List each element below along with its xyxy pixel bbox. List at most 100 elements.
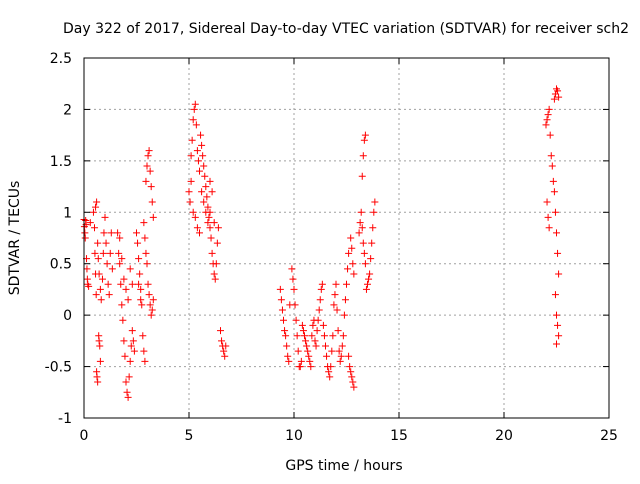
data-point [283, 342, 291, 350]
data-point [544, 213, 552, 221]
data-point [146, 301, 154, 309]
data-point [123, 388, 131, 396]
data-point [94, 255, 102, 263]
data-point [105, 291, 113, 299]
data-point [306, 357, 314, 365]
data-point [290, 285, 298, 293]
data-point [138, 301, 146, 309]
data-point [555, 332, 563, 340]
data-point [120, 275, 128, 283]
data-point [92, 203, 100, 211]
data-point [202, 183, 210, 191]
y-axis-label: SDTVAR / TECUs [7, 181, 23, 296]
data-point [312, 342, 320, 350]
y-tick-label: 2.5 [50, 51, 72, 67]
data-point [114, 229, 122, 237]
data-point [348, 373, 356, 381]
data-point [333, 306, 341, 314]
data-point [93, 373, 101, 381]
data-point [208, 249, 216, 257]
data-point [343, 280, 350, 288]
data-point [133, 229, 140, 237]
data-point [142, 177, 150, 185]
data-point [542, 121, 550, 129]
data-point [194, 157, 202, 165]
data-point [149, 296, 157, 304]
data-point [147, 311, 155, 319]
data-point [203, 193, 211, 201]
data-point [313, 327, 321, 335]
data-point [128, 280, 136, 288]
x-axis-label: GPS time / hours [285, 458, 402, 474]
data-point [349, 378, 357, 386]
data-point [94, 378, 102, 386]
ticks-layer [83, 57, 610, 419]
data-point [128, 327, 136, 335]
data-point [292, 316, 300, 324]
data-point [358, 172, 366, 180]
data-point [365, 275, 373, 283]
data-point [335, 347, 343, 355]
data-point [304, 347, 312, 355]
chart-title: Day 322 of 2017, Sidereal Day-to-day VTE… [63, 21, 629, 37]
data-point [121, 352, 129, 360]
data-point [307, 363, 315, 371]
data-point [96, 342, 104, 350]
data-point [348, 244, 356, 252]
data-point [137, 285, 145, 293]
data-point [369, 224, 377, 232]
data-point [278, 306, 286, 314]
data-point [553, 229, 560, 237]
data-point [336, 357, 344, 365]
data-point [350, 383, 358, 391]
data-point [328, 347, 336, 355]
data-point [309, 321, 317, 329]
data-point [129, 337, 137, 345]
data-point [337, 352, 345, 360]
data-point [126, 357, 134, 365]
data-point [208, 188, 216, 196]
data-point [192, 121, 200, 129]
y-tick-label: 1.5 [50, 154, 72, 170]
data-point [214, 224, 222, 232]
data-point [206, 177, 214, 185]
data-point [299, 327, 307, 335]
data-point [101, 213, 109, 221]
data-point [222, 342, 230, 350]
data-point [118, 255, 126, 263]
data-point [189, 116, 197, 124]
data-point [334, 327, 342, 335]
data-point [345, 352, 353, 360]
data-point [282, 332, 290, 340]
data-point [357, 208, 365, 216]
data-point [135, 255, 143, 263]
data-point [302, 337, 310, 345]
data-point [124, 393, 132, 401]
data-point [294, 347, 302, 355]
data-point [134, 239, 142, 247]
y-tick-label: 0.5 [50, 257, 72, 273]
data-point [116, 234, 124, 242]
data-point [218, 337, 226, 345]
data-point [115, 249, 123, 257]
data-point [144, 280, 152, 288]
data-point [297, 357, 305, 365]
data-point [551, 291, 559, 299]
data-point [555, 93, 563, 101]
data-point [204, 203, 212, 211]
data-point [186, 198, 194, 206]
data-point [332, 280, 340, 288]
x-tick-label: 0 [80, 428, 89, 444]
data-point [116, 260, 124, 268]
data-point [285, 357, 293, 365]
y-tick-label: 2 [63, 102, 72, 118]
data-point [147, 183, 155, 191]
data-point [193, 147, 201, 155]
data-point [344, 265, 352, 273]
data-point [346, 363, 354, 371]
data-point [119, 316, 127, 324]
data-point [86, 219, 94, 227]
data-point [185, 188, 193, 196]
data-point [329, 332, 337, 340]
